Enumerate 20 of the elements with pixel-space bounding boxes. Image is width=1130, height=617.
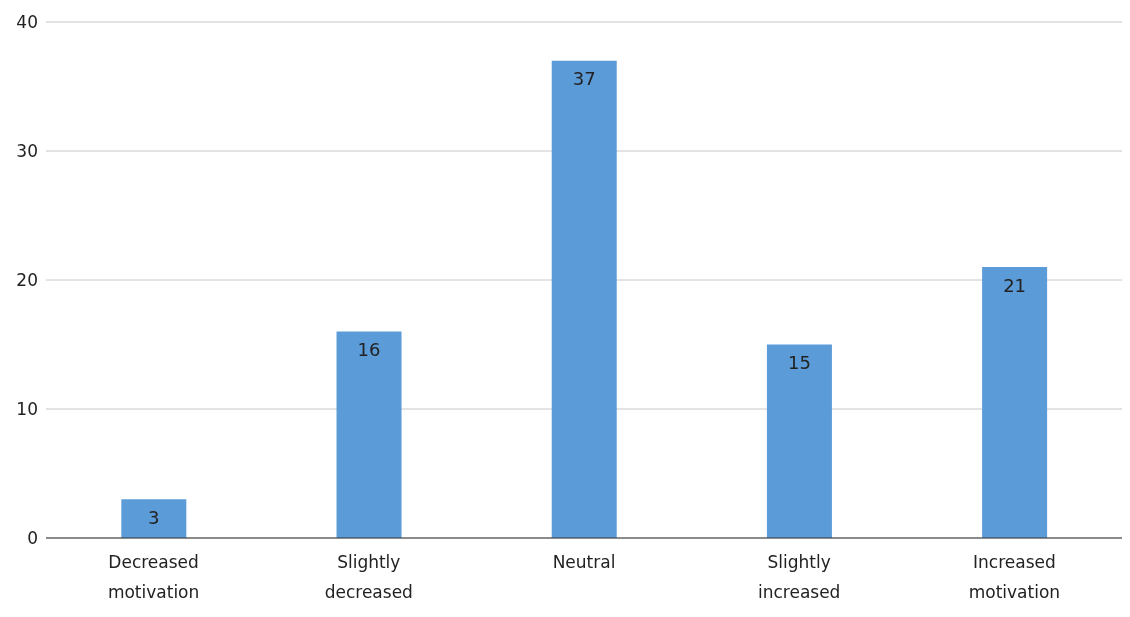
bar xyxy=(766,344,832,538)
data-label: 37 xyxy=(572,68,596,90)
x-tick-label: Decreased motivation xyxy=(107,552,200,602)
data-label: 21 xyxy=(1003,274,1027,296)
x-tick-label: Neutral xyxy=(552,552,616,572)
y-tick-label: 40 xyxy=(16,12,38,33)
y-tick-label: 30 xyxy=(16,141,38,162)
bar xyxy=(551,60,617,538)
y-tick-label: 10 xyxy=(16,399,38,420)
x-tick-label: Slightly increased xyxy=(757,552,841,602)
x-tick-label: Increased motivation xyxy=(968,552,1061,602)
x-tick-label: Slightly decreased xyxy=(324,552,413,602)
data-label: 15 xyxy=(787,352,811,374)
bar xyxy=(982,267,1048,538)
y-tick-label: 0 xyxy=(27,528,38,549)
y-tick-label: 20 xyxy=(16,270,38,291)
bar xyxy=(336,331,402,538)
data-label: 3 xyxy=(148,507,160,529)
bar xyxy=(121,499,187,538)
data-label: 16 xyxy=(357,339,381,361)
